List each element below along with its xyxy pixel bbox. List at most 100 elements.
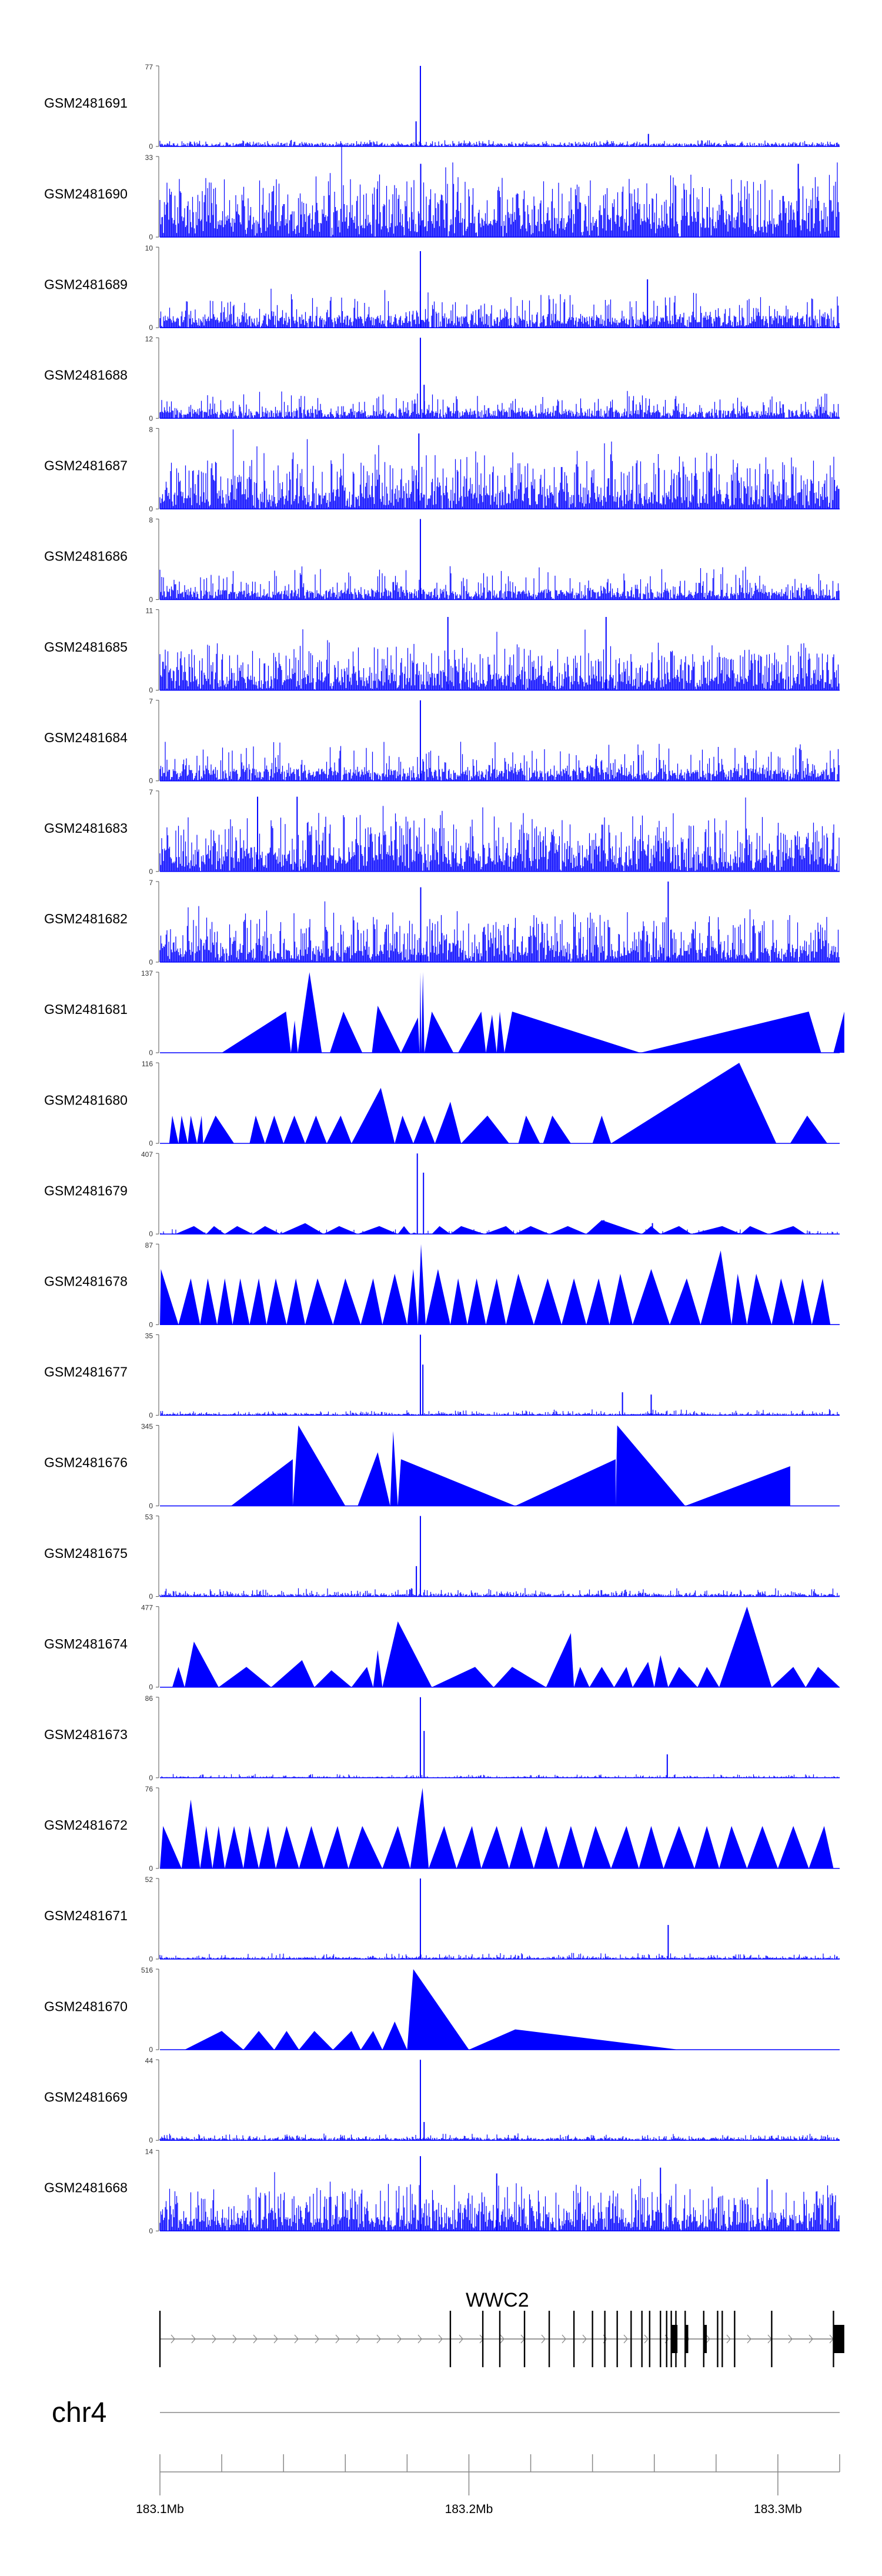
coverage-wedge — [654, 1655, 669, 1687]
coverage-wedge — [515, 1226, 550, 1234]
strand-arrow — [623, 2334, 628, 2344]
exon — [616, 2311, 618, 2367]
strand-arrow — [315, 2334, 319, 2344]
strand-arrow — [582, 2334, 587, 2344]
sample-label: GSM2481690 — [44, 186, 128, 201]
y-tick-label: 0 — [149, 1955, 153, 1963]
exon — [499, 2311, 501, 2367]
coverage-signal — [159, 901, 840, 962]
coverage-wedge — [558, 1826, 583, 1868]
coverage-wedge — [330, 1012, 363, 1053]
coverage-wedge — [286, 1278, 305, 1325]
track-GSM2481686: GSM2481686 8 0 — [44, 516, 840, 604]
coverage-wedge — [172, 1667, 185, 1687]
sample-label: GSM2481687 — [44, 458, 128, 473]
y-tick-label: 516 — [141, 1966, 153, 1974]
coverage-wedge — [225, 1826, 243, 1868]
coverage-signal — [159, 139, 840, 146]
coverage-wedge — [461, 1115, 509, 1144]
track-GSM2481691: GSM2481691 77 0 — [44, 63, 840, 151]
coverage-wedge — [417, 1244, 426, 1325]
coverage-wedge — [360, 1278, 383, 1325]
y-tick-label: 0 — [149, 323, 153, 332]
coverage-wedge — [432, 1667, 494, 1687]
track-GSM2481678: GSM2481678 87 0 — [44, 1241, 840, 1329]
coverage-wedge — [351, 1087, 395, 1144]
track-GSM2481690: GSM2481690 33 0 — [44, 143, 840, 241]
exon — [592, 2311, 593, 2367]
coverage-signal — [159, 1953, 840, 1959]
coverage-wedge — [382, 1273, 407, 1325]
y-tick-label: 76 — [145, 1785, 153, 1793]
coverage-wedge — [562, 1278, 587, 1325]
coverage-wedge — [232, 1278, 250, 1325]
coverage-signal — [159, 629, 840, 690]
y-tick-label: 0 — [149, 777, 153, 785]
gene-annotation-track: WWC2 — [159, 2289, 844, 2367]
sample-label: GSM2481682 — [44, 911, 128, 926]
coverage-wedge — [435, 1102, 462, 1144]
track-GSM2481679: GSM2481679 407 0 — [44, 1150, 840, 1238]
coverage-wedge — [640, 1012, 821, 1053]
coverage-wedge — [747, 1826, 778, 1868]
coverage-wedge — [397, 1226, 410, 1234]
coverage-wedge — [265, 1115, 284, 1144]
y-tick-label: 137 — [141, 969, 153, 977]
chromosome-label: chr4 — [52, 2397, 106, 2428]
coverage-wedge — [333, 2031, 361, 2050]
y-tick-label: 53 — [145, 1513, 153, 1521]
coverage-signal — [159, 429, 840, 509]
coverage-wedge — [611, 1826, 639, 1868]
strand-arrow — [808, 2334, 813, 2344]
coverage-wedge — [642, 1226, 661, 1234]
coverage-wedge — [697, 1667, 720, 1687]
coverage-wedge — [486, 1015, 497, 1053]
coverage-wedge — [298, 972, 322, 1053]
sample-label: GSM2481677 — [44, 1364, 128, 1380]
y-tick-label: 0 — [149, 2136, 153, 2144]
strand-arrow — [438, 2334, 443, 2344]
coverage-signal — [159, 798, 840, 872]
coverage-wedge — [586, 1278, 610, 1325]
exon — [630, 2311, 632, 2367]
strand-arrow — [417, 2334, 422, 2344]
strand-arrow — [376, 2334, 381, 2344]
coverage-wedge — [181, 1799, 201, 1868]
coverage-wedge — [769, 1226, 806, 1234]
sample-label: GSM2481684 — [44, 730, 128, 745]
sample-label: GSM2481673 — [44, 1727, 128, 1742]
y-tick-label: 0 — [149, 2046, 153, 2054]
y-tick-label: 87 — [145, 1241, 153, 1249]
sample-label: GSM2481691 — [44, 95, 128, 111]
coverage-wedge — [407, 1269, 418, 1325]
coverage-wedge — [200, 1278, 218, 1325]
exon-block — [671, 2325, 678, 2353]
track-GSM2481687: GSM2481687 8 0 — [44, 425, 840, 513]
coverage-wedge — [230, 1459, 293, 1506]
genome-axis: 183.1Mb 183.2Mb 183.3Mb — [136, 2454, 840, 2516]
strand-arrow — [335, 2334, 340, 2344]
coverage-wedge — [586, 1220, 642, 1234]
y-tick-label: 52 — [145, 1876, 153, 1884]
coverage-wedge — [611, 1063, 777, 1144]
coverage-wedge — [719, 1826, 747, 1868]
coverage-wedge — [421, 972, 425, 1053]
coverage-wedge — [178, 1278, 201, 1325]
coverage-wedge — [314, 1670, 352, 1687]
sample-label: GSM2481681 — [44, 1002, 128, 1017]
coverage-wedge — [203, 1115, 235, 1144]
coverage-wedge — [639, 1826, 664, 1868]
coverage-wedge — [243, 2031, 275, 2050]
coverage-wedge — [326, 1115, 352, 1144]
exon — [660, 2311, 662, 2367]
coverage-wedge — [292, 1425, 346, 1506]
coverage-wedge — [323, 1826, 349, 1868]
coverage-wedge — [252, 1226, 280, 1234]
sample-label: GSM2481670 — [44, 1998, 128, 2014]
coverage-wedge — [771, 1667, 806, 1687]
coverage-wedge — [670, 1278, 701, 1325]
coverage-wedge — [429, 1826, 457, 1868]
coverage-wedge — [218, 1667, 272, 1687]
sample-label: GSM2481668 — [44, 2180, 128, 2195]
coverage-wedge — [808, 1826, 834, 1868]
